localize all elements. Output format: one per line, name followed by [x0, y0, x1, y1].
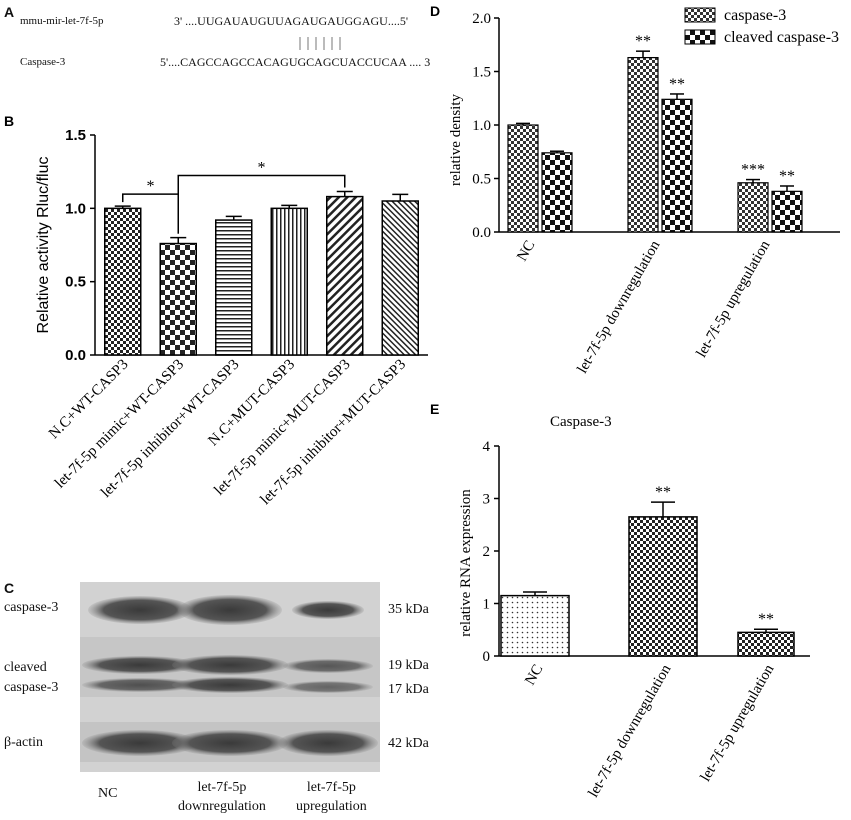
chart-e: E Caspase-3 0 1 2 3 4 relative RNA expression NC…	[430, 401, 810, 801]
e-y-tick-label: 2	[483, 544, 491, 560]
e-significance-label: **	[758, 611, 774, 628]
western-blot-image	[80, 582, 380, 772]
b-y-axis-label: Relative activity Rluc/fluc	[35, 157, 52, 334]
d-y-tick-label: 1.0	[472, 118, 491, 134]
d-y-tick-label: 1.5	[472, 65, 491, 81]
e-y-tick-label: 4	[483, 439, 491, 455]
d-significance-label: **	[779, 168, 795, 185]
d-significance-label: **	[635, 33, 651, 50]
b-y-tick-label: 0.0	[65, 347, 86, 364]
d-legend-label: caspase-3	[724, 7, 786, 24]
d-legend-swatch	[684, 7, 716, 23]
b-bar	[381, 200, 419, 356]
b-bar	[159, 242, 197, 356]
b-significance-label: *	[258, 159, 266, 176]
e-title: Caspase-3	[550, 414, 612, 430]
blot-row-cleaved: cleaved	[4, 660, 47, 675]
d-bar	[507, 124, 539, 233]
b-bar	[104, 207, 142, 356]
d-significance-label: ***	[741, 162, 765, 179]
e-significance-label: **	[655, 484, 671, 501]
e-x-tick-label: NC	[522, 662, 546, 688]
d-legend-swatch	[684, 29, 716, 45]
e-x-tick-label: let-7f-5p downregulation	[585, 662, 674, 801]
target-sequence: 5'....CAGCCAGCCACAGUGCAGCUACCUCAA .... 3	[160, 55, 431, 69]
e-bar	[500, 594, 570, 657]
d-bar	[661, 98, 693, 233]
blot-lane-up: let-7f-5p upregulation	[296, 780, 367, 814]
d-x-tick-label: let-7f-5p downregulation	[574, 238, 663, 377]
e-x-tick-label: let-7f-5p upregulation	[698, 662, 778, 785]
panel-d-label: D	[430, 3, 440, 19]
kda-42: 42 kDa	[388, 736, 429, 751]
b-bar	[215, 219, 253, 356]
blot-lane-down: let-7f-5p downregulation	[178, 780, 266, 814]
e-bar	[628, 516, 698, 657]
blot-row-beta-actin: β-actin	[4, 735, 43, 750]
mirna-sequence: 3' ....UUGAUAUGUUAGAUGAUGGAGU....5'	[174, 14, 408, 28]
panel-e-label: E	[430, 401, 439, 417]
blot-row-caspase3: caspase-3	[4, 600, 59, 615]
kda-35: 35 kDa	[388, 602, 429, 617]
e-bar	[737, 631, 795, 657]
d-bar	[541, 152, 573, 233]
blot-lane-nc: NC	[98, 786, 118, 801]
b-significance-bracket	[177, 174, 346, 234]
panel-b-label: B	[4, 113, 14, 129]
kda-19: 19 kDa	[388, 658, 429, 673]
d-bar	[771, 190, 803, 233]
d-y-tick-label: 2.0	[472, 11, 491, 27]
d-legend-label: cleaved caspase-3	[724, 29, 839, 46]
d-y-tick-label: 0.5	[472, 172, 491, 188]
d-x-tick-label: NC	[514, 238, 538, 264]
b-bar	[270, 207, 308, 356]
b-y-tick-label: 1.5	[65, 127, 86, 144]
e-y-axis-label: relative RNA expression	[458, 489, 474, 637]
e-y-tick-label: 3	[483, 492, 491, 508]
d-y-axis-label: relative density	[448, 93, 464, 186]
d-bar	[627, 56, 659, 233]
blot-row-cleaved-caspase3: caspase-3	[4, 680, 59, 695]
b-y-tick-label: 0.5	[65, 274, 86, 291]
kda-17: 17 kDa	[388, 682, 429, 697]
d-x-tick-label: let-7f-5p upregulation	[694, 238, 774, 361]
pairing-lines	[299, 37, 341, 50]
mirna-name: mmu-mir-let-7f-5p	[20, 15, 104, 27]
e-y-tick-label: 0	[483, 649, 491, 665]
b-significance-label: *	[147, 178, 155, 195]
d-y-tick-label: 0.0	[472, 225, 491, 241]
panel-a-label: A	[4, 4, 15, 20]
panel-c-label: C	[4, 580, 15, 596]
d-significance-label: **	[669, 76, 685, 93]
target-name: Caspase-3	[20, 56, 66, 68]
chart-b: B 0.0 0.5 1.0 1.5 Relative activity Rluc/fluc…	[4, 113, 428, 508]
d-bar	[737, 182, 769, 233]
b-y-tick-label: 1.0	[65, 200, 86, 217]
b-bar	[326, 195, 364, 356]
e-y-tick-label: 1	[483, 597, 491, 613]
